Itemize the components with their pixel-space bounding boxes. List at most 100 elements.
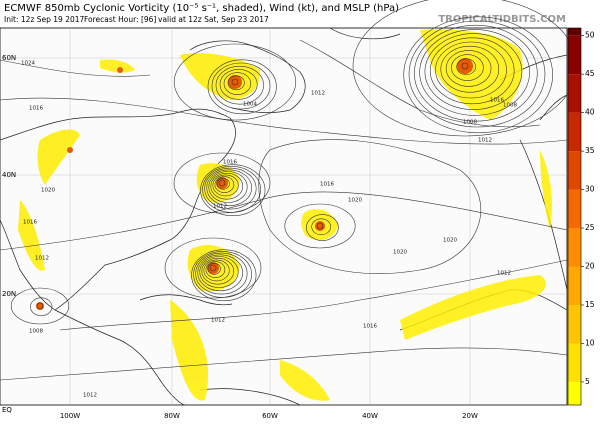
isobar: [173, 43, 297, 121]
isobar-label: 1016: [29, 106, 43, 112]
isobar-label: 1016: [363, 324, 377, 330]
init-time: Init: 12z Sep 19 2017: [4, 15, 85, 24]
isobar: [207, 262, 221, 275]
isobar: [299, 39, 541, 128]
isobar: [195, 252, 248, 295]
lat-label: 20N: [2, 290, 16, 298]
isobar: [209, 264, 217, 272]
isobar-label: 1020: [41, 188, 55, 194]
isobar-labels: 1024 1016 1020 1016 1012 1008 1004 1012 1016 1012…: [21, 61, 517, 399]
isobar: [419, 29, 530, 116]
valid-time: valid at 12z Sat, Sep 23 2017: [158, 15, 269, 24]
colorbar-tick-label: 35: [585, 146, 595, 155]
colorbar-band: [568, 304, 581, 344]
colorbar-band: [568, 228, 581, 267]
isobar-label: 1012: [497, 271, 511, 277]
isobar: [215, 65, 264, 105]
isobar: [210, 172, 244, 200]
isobar: [429, 37, 515, 105]
isobar-label: 1004: [243, 102, 257, 108]
isobar: [223, 72, 252, 95]
isobar: [205, 261, 226, 278]
colorbar-tick-label: 50: [585, 31, 595, 40]
lat-label: 60N: [2, 54, 16, 62]
isobar: [461, 62, 469, 70]
isobar: [456, 58, 477, 76]
isobar-label: 1012: [213, 204, 227, 210]
lon-label: 40W: [362, 412, 378, 420]
isobar: [59, 259, 568, 331]
isobar-label: 1020: [393, 250, 407, 256]
isobar-label: 1012: [211, 318, 225, 324]
colorbar: 5 10 15 20 25 30 35 40 45 50: [567, 27, 595, 406]
lon-label: 20W: [462, 412, 478, 420]
isobar: [30, 297, 53, 317]
isobar: [208, 171, 248, 203]
isobar: [227, 75, 245, 91]
isobar: [403, 16, 554, 134]
isobar: [212, 174, 239, 197]
isobar: [216, 178, 230, 190]
isobar: [211, 62, 271, 110]
isobar: [424, 33, 523, 110]
isobar: [451, 54, 484, 81]
isobar-label: 1024: [21, 61, 35, 67]
isobar-label: 1016: [320, 182, 334, 188]
map-area: 1024 1016 1020 1016 1012 1008 1004 1012 1016 1012…: [0, 0, 578, 414]
colorbar-band: [568, 381, 581, 405]
isobar: [316, 222, 324, 230]
lat-labels: 60N 40N 20N EQ: [2, 54, 16, 414]
isobar-label: 1016: [23, 220, 37, 226]
isobar: [191, 249, 257, 302]
colorbar-tick-label: 30: [585, 185, 595, 194]
isobar: [36, 302, 44, 310]
isobar: [219, 69, 258, 100]
isobar: [214, 176, 235, 193]
colorbar-band: [568, 28, 581, 36]
colorbar-tick-label: 45: [585, 69, 595, 78]
isobar-label: 1012: [311, 91, 325, 97]
isobar: [207, 59, 277, 115]
isobar: [10, 287, 70, 325]
colorbar-frame: [567, 27, 582, 406]
isobar-label: 1020: [443, 238, 457, 244]
isobar-label: 1012: [478, 138, 492, 144]
colorbar-band: [568, 112, 581, 152]
isobar-label: 1016: [490, 98, 504, 104]
lon-label: 100W: [60, 412, 80, 420]
isobar-label: 1020: [348, 198, 362, 204]
isobar-label: 1008: [29, 329, 43, 335]
lon-label: 80W: [164, 412, 180, 420]
colorbar-tick-label: 20: [585, 262, 595, 271]
isobar: [206, 169, 252, 207]
isobar-label: 1016: [223, 160, 237, 166]
isobar-label: 1008: [503, 103, 517, 109]
isobar: [204, 167, 257, 210]
lon-labels: 100W 80W 60W 40W 20W: [60, 412, 478, 420]
colorbar-tick-label: 40: [585, 108, 595, 117]
lon-label: 60W: [262, 412, 278, 420]
forecast-hour: Forecast Hour: [96]: [84, 15, 156, 24]
isobar: [231, 78, 239, 86]
isobar: [0, 59, 151, 77]
isobar: [173, 152, 271, 214]
isobar: [201, 257, 235, 285]
vorticity-cores: [36, 58, 473, 310]
isobar: [306, 214, 339, 241]
isobar-label: 1008: [463, 120, 477, 126]
isobar-label: 1012: [35, 256, 49, 262]
isobar: [258, 139, 482, 274]
isobar: [413, 24, 538, 122]
isobar: [311, 218, 332, 236]
isobar: [164, 237, 262, 299]
isobar: [440, 45, 500, 93]
colorbar-band: [568, 151, 581, 190]
isobar: [0, 97, 568, 145]
isobar: [408, 20, 546, 128]
colorbar-band: [568, 189, 581, 229]
isobar: [203, 259, 230, 282]
colorbar-tick-label: 5: [585, 377, 590, 386]
colorbar-tick-label: 15: [585, 300, 595, 309]
isobar-label: 1012: [83, 393, 97, 399]
